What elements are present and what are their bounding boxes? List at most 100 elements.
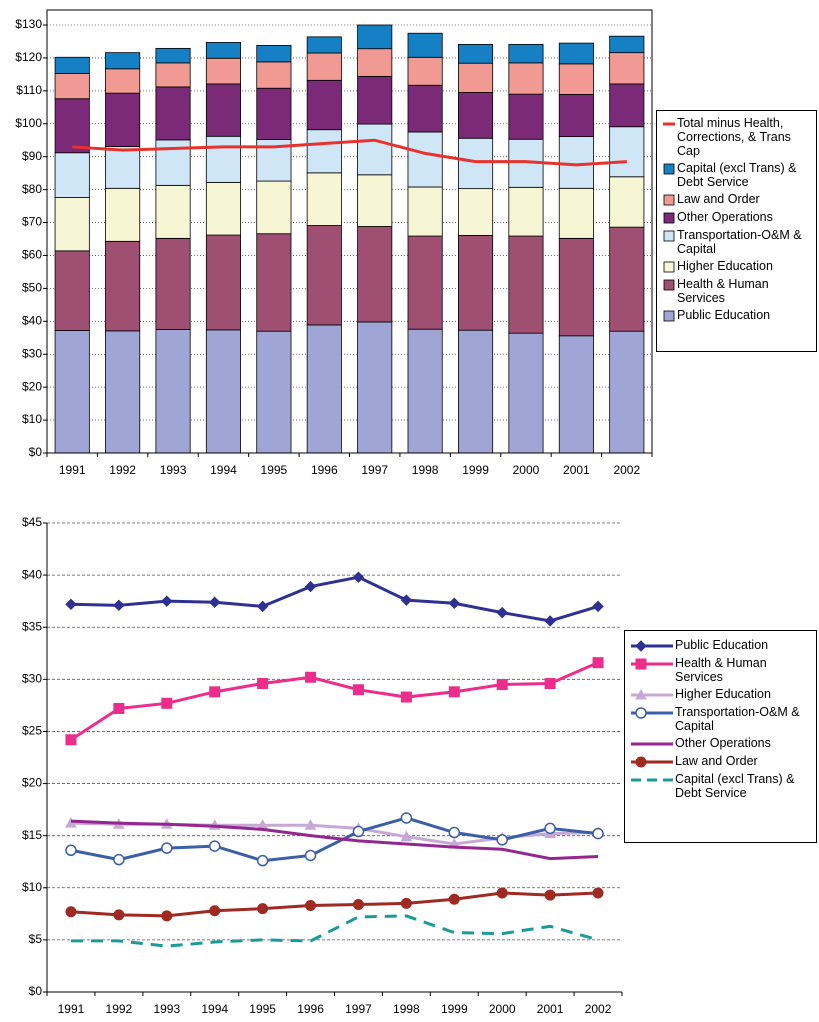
bar-segment	[306, 225, 342, 326]
legend-label: Transportation-O&M & Capital	[677, 228, 802, 256]
bar-segment	[155, 62, 191, 88]
marker	[113, 599, 125, 612]
legend-item: Public Education	[629, 638, 812, 653]
legend-icon	[663, 261, 675, 273]
plot-frame	[46, 9, 653, 454]
marker	[257, 678, 269, 690]
bar-segment	[105, 146, 141, 189]
bar-segment	[407, 235, 443, 330]
marker	[592, 600, 604, 613]
legend-icon	[631, 658, 673, 670]
marker	[209, 686, 221, 698]
bar-segment	[105, 68, 141, 94]
bar-segment	[54, 56, 90, 74]
marker	[592, 657, 604, 669]
legend-icon	[663, 122, 675, 126]
bar-segment	[558, 42, 594, 65]
bar-segment	[205, 135, 241, 183]
bar-segment	[155, 47, 191, 64]
x-tick-label: 1999	[462, 463, 489, 477]
x-tick-label: 2002	[585, 1002, 612, 1016]
bar-segment	[357, 24, 393, 50]
marker	[352, 684, 364, 696]
marker	[304, 849, 317, 862]
bar-segment	[256, 233, 292, 332]
marker	[113, 909, 125, 921]
bar-segment	[357, 321, 393, 454]
marker	[544, 822, 556, 835]
x-tick-label: 2002	[613, 463, 640, 477]
y-tick-label: $15	[22, 828, 42, 842]
marker	[209, 596, 221, 608]
bar-segment	[407, 131, 443, 188]
line	[70, 816, 599, 863]
bar-segment	[105, 92, 141, 147]
marker	[448, 597, 460, 609]
legend: Total minus Health, Corrections, & Trans…	[656, 110, 817, 352]
legend-item: Other Operations	[661, 210, 812, 225]
y-tick-label: $0	[29, 445, 43, 459]
legend-item: Health & Human Services	[629, 656, 812, 684]
legend-icon	[663, 194, 675, 206]
bar-segment	[508, 235, 544, 334]
bar-segment	[357, 174, 393, 227]
y-tick-label: $25	[22, 724, 42, 738]
line	[72, 138, 627, 167]
bar-segment	[105, 187, 141, 242]
bar-segment	[558, 335, 594, 454]
bar-segment	[256, 61, 292, 89]
legend-label: Capital (excl Trans) & Debt Service	[675, 772, 795, 800]
bar-segment	[205, 42, 241, 59]
legend-item: Transportation-O&M & Capital	[629, 705, 812, 733]
x-tick-label: 1991	[59, 463, 86, 477]
x-tick-label: 1995	[261, 463, 288, 477]
y-tick-label: $100	[15, 116, 42, 130]
legend-label: Higher Education	[675, 687, 771, 701]
marker	[635, 756, 647, 768]
bar-segment	[256, 45, 292, 63]
legend-swatch	[663, 310, 675, 322]
bar-segment	[155, 329, 191, 454]
marker	[352, 898, 364, 910]
marker	[305, 899, 317, 911]
y-tick-label: $20	[22, 379, 42, 393]
bar-segment	[205, 181, 241, 236]
bar-segment	[205, 57, 241, 85]
bar-segment	[155, 184, 191, 239]
marker	[352, 571, 365, 583]
line	[70, 914, 599, 948]
y-tick-label: $20	[22, 776, 42, 790]
marker	[257, 903, 269, 915]
legend-swatch	[663, 163, 675, 175]
marker	[635, 688, 647, 700]
marker	[635, 640, 647, 652]
bar-segment	[54, 330, 90, 454]
x-tick-label: 1994	[210, 463, 237, 477]
x-tick-label: 2001	[537, 1002, 564, 1016]
legend: Public Education Health & Human Services H…	[624, 630, 817, 843]
marker	[448, 686, 460, 698]
y-tick-label: $70	[22, 215, 42, 229]
marker	[304, 580, 317, 593]
legend-swatch	[663, 194, 675, 206]
bar-segment	[357, 48, 393, 77]
y-tick-label: $120	[15, 50, 42, 64]
marker	[65, 906, 77, 918]
bar-segment	[609, 35, 645, 54]
y-tick-label: $80	[22, 182, 42, 196]
marker	[113, 853, 125, 866]
marker	[400, 691, 412, 703]
y-tick-label: $110	[16, 83, 42, 97]
line	[70, 575, 599, 623]
legend-swatch	[663, 261, 675, 273]
x-tick-label: 1997	[345, 1002, 372, 1016]
bar-segment	[558, 136, 594, 189]
bar-segment	[357, 123, 393, 176]
marker	[544, 889, 556, 901]
legend-icon	[663, 230, 675, 242]
marker	[400, 897, 412, 909]
bar-segment	[558, 94, 594, 138]
legend-item: Total minus Health, Corrections, & Trans…	[661, 116, 812, 158]
marker	[592, 887, 604, 899]
